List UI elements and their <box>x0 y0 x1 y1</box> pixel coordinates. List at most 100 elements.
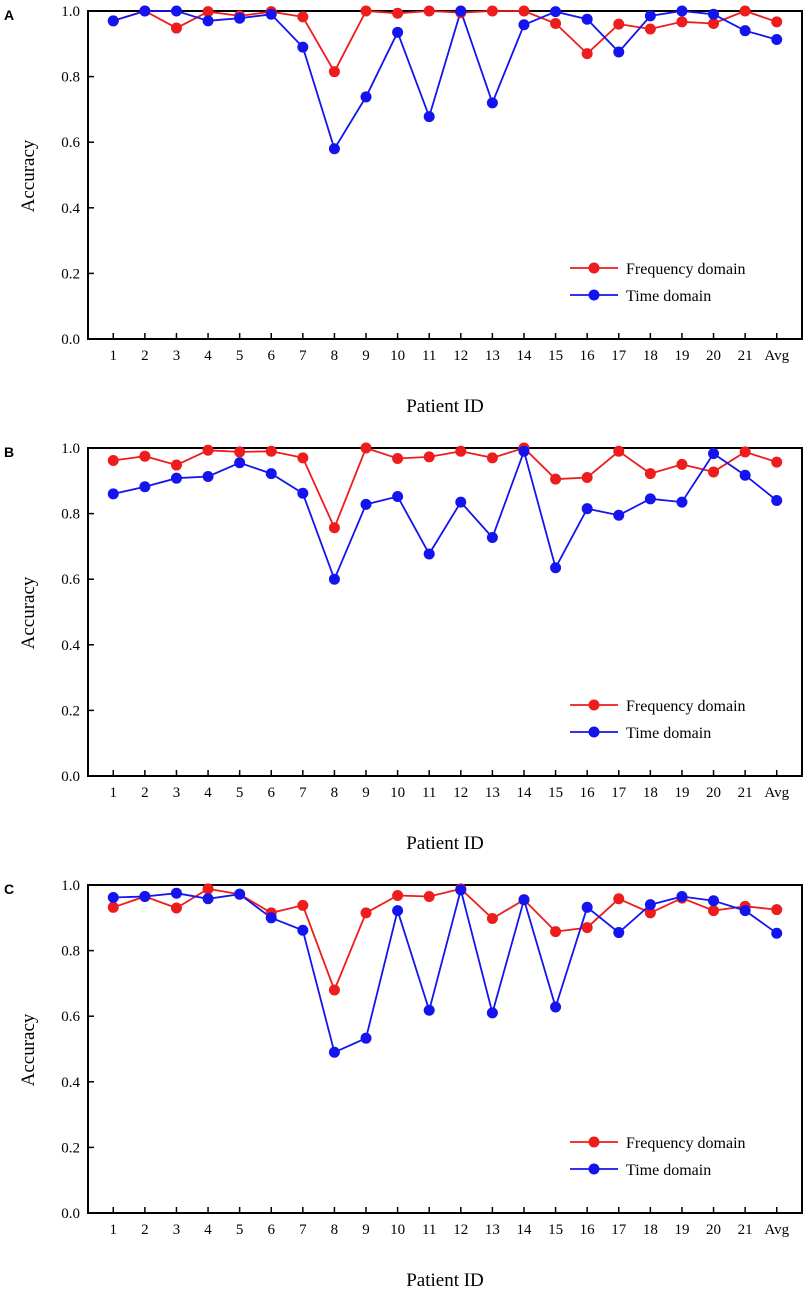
y-tick-label: 1.0 <box>61 878 80 894</box>
data-point-frequency <box>676 458 688 470</box>
legend-marker-time <box>588 289 600 301</box>
x-tick-label: 17 <box>611 1222 627 1238</box>
x-tick-label: 16 <box>580 1222 596 1238</box>
data-point-time <box>486 1007 498 1019</box>
data-point-time <box>360 91 372 103</box>
data-point-time <box>581 13 593 25</box>
x-tick-label: 7 <box>299 1222 307 1238</box>
data-point-frequency <box>708 905 720 917</box>
data-point-time <box>771 927 783 939</box>
data-point-frequency <box>739 5 751 17</box>
data-point-time <box>423 1004 435 1016</box>
x-tick-label: 3 <box>173 785 181 801</box>
data-point-time <box>676 5 688 17</box>
data-point-frequency <box>423 890 435 902</box>
data-point-time <box>550 6 562 18</box>
data-point-frequency <box>423 451 435 463</box>
legend-marker-frequency <box>588 1136 600 1148</box>
y-tick-label: 0.8 <box>61 70 80 86</box>
series-line-frequency <box>113 887 777 993</box>
x-tick-label: 4 <box>204 785 212 801</box>
data-point-time <box>739 25 751 37</box>
data-point-time <box>708 895 720 907</box>
data-point-frequency <box>708 466 720 478</box>
x-tick-label: 10 <box>390 348 405 364</box>
data-point-frequency <box>771 16 783 28</box>
x-tick-label: 16 <box>580 348 596 364</box>
y-tick-label: 1.0 <box>61 4 80 20</box>
series-line-time <box>113 8 777 151</box>
data-point-time <box>739 469 751 481</box>
y-axis-title-b: Accuracy <box>18 576 39 649</box>
y-tick-label: 0.4 <box>61 201 80 217</box>
x-tick-label: 12 <box>453 348 468 364</box>
data-point-time <box>550 562 562 574</box>
data-point-time <box>739 905 751 917</box>
data-point-time <box>202 471 214 483</box>
y-tick-label: 0.4 <box>61 638 80 654</box>
x-tick-label: 5 <box>236 1222 244 1238</box>
x-tick-label: 20 <box>706 1222 721 1238</box>
y-tick-label: 0.6 <box>61 572 80 588</box>
data-point-time <box>202 893 214 905</box>
data-point-time <box>265 8 277 20</box>
x-tick-label: 13 <box>485 348 500 364</box>
data-point-time <box>328 573 340 585</box>
x-tick-label: 6 <box>267 1222 275 1238</box>
data-point-frequency <box>676 16 688 28</box>
x-tick-label: 19 <box>674 785 689 801</box>
legend-label-time: Time domain <box>626 725 711 742</box>
data-point-frequency <box>739 446 751 458</box>
chart-panel-a: A 0.0 0.2 0.4 0.6 0.8 1.0 1 2 3 4 5 6 7 8 9 10 11 12 13 14 1… <box>0 0 808 437</box>
data-point-frequency <box>644 23 656 35</box>
x-tick-label: 8 <box>331 1222 339 1238</box>
x-tick-label: Avg <box>764 1222 789 1238</box>
x-tick-label: 10 <box>390 1222 405 1238</box>
data-point-time <box>170 472 182 484</box>
data-point-time <box>613 46 625 58</box>
x-tick-label: 21 <box>738 1222 753 1238</box>
data-point-time <box>265 912 277 924</box>
x-tick-label: 13 <box>485 785 500 801</box>
data-point-time <box>139 5 151 17</box>
x-tick-label: 12 <box>453 785 468 801</box>
x-tick-label: 11 <box>422 348 436 364</box>
data-point-time <box>644 493 656 505</box>
plot-frame-b <box>87 447 803 777</box>
data-point-frequency <box>170 459 182 471</box>
data-point-frequency <box>107 901 119 913</box>
data-point-frequency <box>392 452 404 464</box>
x-tick-label: 15 <box>548 785 563 801</box>
data-point-time <box>644 899 656 911</box>
data-point-frequency <box>328 522 340 534</box>
data-point-time <box>202 15 214 27</box>
data-point-frequency <box>265 445 277 457</box>
x-tick-label: 1 <box>110 1222 118 1238</box>
y-axis-title-c: Accuracy <box>18 1013 39 1086</box>
y-tick-label: 0.6 <box>61 1009 80 1025</box>
data-point-frequency <box>644 907 656 919</box>
data-point-frequency <box>771 456 783 468</box>
data-point-time <box>423 548 435 560</box>
data-point-time <box>234 457 246 469</box>
data-point-time <box>518 445 530 457</box>
data-point-time <box>771 34 783 46</box>
x-tick-label: 5 <box>236 348 244 364</box>
x-tick-label: 8 <box>331 348 339 364</box>
x-tick-label: 20 <box>706 785 721 801</box>
data-point-time <box>771 494 783 506</box>
x-tick-label: 18 <box>643 785 658 801</box>
data-point-time <box>297 41 309 53</box>
x-tick-label: 9 <box>362 1222 370 1238</box>
series-line-time <box>113 448 778 582</box>
data-point-time <box>328 143 340 155</box>
y-tick-label: 0.2 <box>61 1140 80 1156</box>
data-point-time <box>234 888 246 900</box>
data-point-time <box>234 12 246 24</box>
x-tick-label: Avg <box>764 348 789 364</box>
panel-label-c: C <box>4 881 14 897</box>
x-tick-label: 14 <box>516 1222 532 1238</box>
x-tick-label: 6 <box>267 348 275 364</box>
data-point-time <box>581 901 593 913</box>
data-point-time <box>708 8 720 20</box>
